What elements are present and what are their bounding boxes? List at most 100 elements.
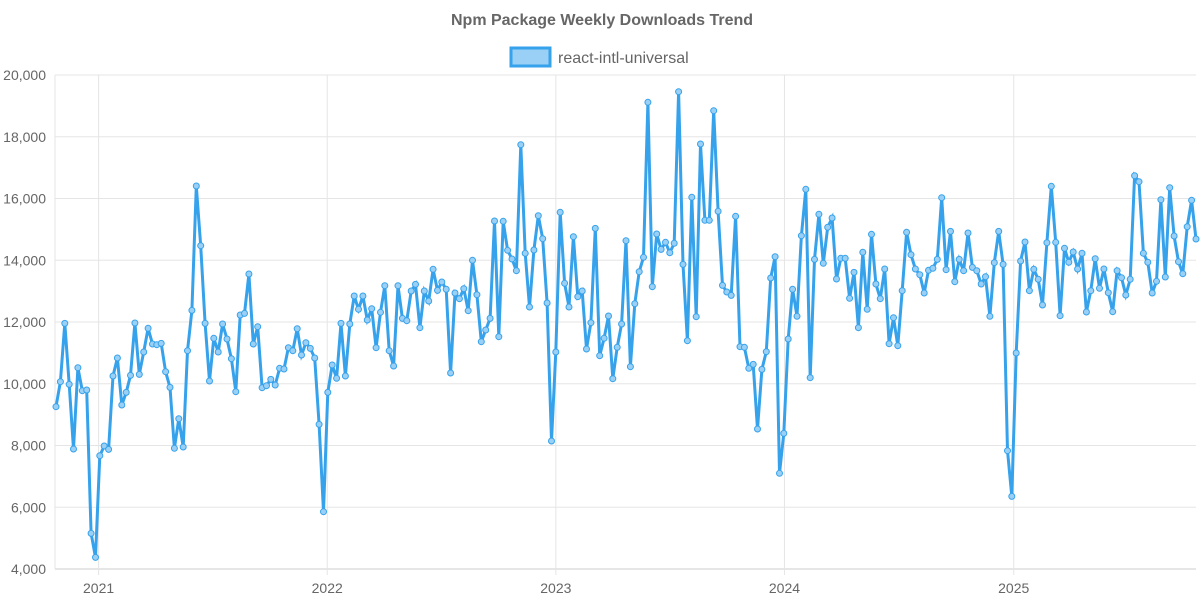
data-point[interactable] [951, 278, 959, 286]
data-point[interactable] [184, 347, 191, 355]
data-point[interactable] [850, 268, 858, 276]
data-point[interactable] [859, 248, 867, 256]
data-point[interactable] [464, 307, 472, 315]
data-point[interactable] [758, 365, 766, 373]
data-point[interactable] [482, 326, 490, 334]
data-point[interactable] [1153, 277, 1160, 285]
data-point[interactable] [1100, 265, 1108, 273]
data-point[interactable] [135, 370, 143, 378]
data-point[interactable] [578, 287, 586, 295]
data-point[interactable] [881, 265, 889, 273]
data-point[interactable] [618, 320, 626, 328]
data-point[interactable] [727, 291, 735, 299]
data-point[interactable] [1166, 184, 1174, 192]
data-point[interactable] [548, 437, 555, 445]
data-point[interactable] [87, 529, 95, 537]
data-point[interactable] [1047, 182, 1055, 190]
data-point[interactable] [876, 295, 884, 303]
data-point[interactable] [938, 194, 946, 202]
data-point[interactable] [780, 429, 788, 437]
data-point[interactable] [451, 289, 459, 297]
data-point[interactable] [561, 279, 569, 287]
data-point[interactable] [131, 319, 139, 327]
data-point[interactable] [377, 308, 384, 316]
data-point[interactable] [289, 347, 297, 355]
data-point[interactable] [789, 285, 797, 293]
data-point[interactable] [964, 229, 972, 237]
data-point[interactable] [306, 344, 314, 352]
data-point[interactable] [854, 324, 862, 332]
data-point[interactable] [841, 254, 849, 262]
data-point[interactable] [469, 256, 476, 264]
data-point[interactable] [96, 452, 104, 460]
data-point[interactable] [359, 292, 367, 300]
data-point[interactable] [337, 319, 345, 327]
data-point[interactable] [1109, 308, 1117, 316]
data-point[interactable] [372, 344, 380, 352]
data-point[interactable] [1091, 255, 1099, 263]
data-point[interactable] [241, 309, 248, 317]
data-point[interactable] [745, 364, 753, 372]
data-point[interactable] [495, 333, 503, 341]
data-point[interactable] [903, 228, 911, 236]
data-point[interactable] [569, 233, 577, 241]
data-point[interactable] [499, 217, 507, 225]
data-point[interactable] [56, 378, 64, 386]
data-point[interactable] [1139, 249, 1147, 257]
data-point[interactable] [508, 255, 516, 263]
data-point[interactable] [486, 314, 494, 322]
data-point[interactable] [973, 267, 981, 275]
data-point[interactable] [1052, 238, 1060, 246]
data-point[interactable] [666, 249, 674, 257]
data-point[interactable] [982, 273, 989, 281]
data-point[interactable] [1192, 235, 1200, 243]
data-point[interactable] [403, 317, 411, 325]
data-point[interactable] [692, 313, 700, 321]
data-point[interactable] [626, 363, 634, 371]
data-point[interactable] [179, 443, 187, 451]
data-point[interactable] [898, 287, 906, 295]
data-point[interactable] [477, 338, 485, 346]
data-point[interactable] [705, 216, 713, 224]
data-point[interactable] [990, 259, 998, 267]
data-point[interactable] [271, 381, 279, 389]
data-point[interactable] [662, 238, 669, 246]
data-point[interactable] [784, 335, 792, 343]
data-point[interactable] [504, 246, 512, 254]
data-point[interactable] [105, 445, 113, 453]
data-point[interactable] [223, 335, 231, 343]
data-point[interactable] [1043, 239, 1051, 247]
legend-swatch[interactable] [509, 46, 552, 68]
data-point[interactable] [740, 343, 748, 351]
data-point[interactable] [302, 339, 310, 347]
data-point[interactable] [1122, 291, 1130, 299]
data-point[interactable] [933, 255, 941, 263]
data-point[interactable] [355, 305, 362, 313]
data-point[interactable] [65, 380, 73, 388]
data-point[interactable] [70, 445, 77, 453]
data-point[interactable] [732, 212, 740, 220]
data-point[interactable] [622, 237, 630, 245]
data-point[interactable] [1096, 284, 1103, 292]
data-point[interactable] [1061, 244, 1068, 252]
data-point[interactable] [341, 372, 349, 380]
data-point[interactable] [815, 210, 823, 218]
data-point[interactable] [1157, 196, 1165, 204]
data-point[interactable] [947, 227, 954, 235]
data-point[interactable] [157, 339, 165, 347]
data-point[interactable] [828, 214, 836, 222]
data-point[interactable] [412, 280, 419, 288]
data-point[interactable] [113, 354, 121, 362]
data-point[interactable] [442, 285, 450, 293]
data-point[interactable] [1170, 232, 1178, 240]
data-point[interactable] [170, 444, 178, 452]
data-point[interactable] [530, 246, 538, 254]
data-point[interactable] [631, 300, 639, 308]
data-point[interactable] [1030, 265, 1038, 273]
data-point[interactable] [890, 314, 897, 322]
data-point[interactable] [605, 312, 612, 320]
data-point[interactable] [1069, 248, 1077, 256]
data-point[interactable] [719, 281, 726, 289]
data-point[interactable] [1126, 275, 1134, 283]
data-point[interactable] [1183, 223, 1191, 231]
